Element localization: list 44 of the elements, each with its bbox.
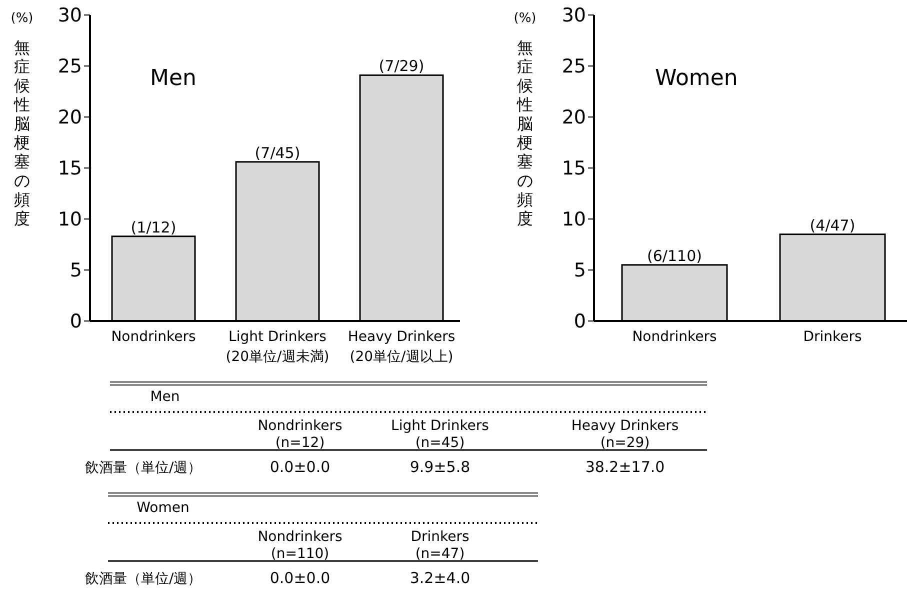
- y-tick-label: 0: [574, 310, 586, 333]
- text: 飲酒量（単位/週）: [85, 460, 202, 476]
- x-tick-label: Heavy Drinkers (20単位/週以上): [348, 329, 456, 365]
- text: 無症候性脳梗塞の頻度: [517, 38, 533, 228]
- y-tick-label: 0: [70, 310, 82, 333]
- x-tick-label: Light Drinkers (20単位/週未満): [226, 329, 330, 365]
- x-tick-label: Nondrinkers: [111, 329, 196, 345]
- text: Drinkers (n=47): [410, 529, 470, 562]
- text: Women: [136, 500, 190, 516]
- text: 0.0±0.0: [270, 458, 330, 476]
- y-tick-label: 20: [58, 106, 82, 129]
- y-tick-label: 5: [574, 260, 586, 282]
- text: Men: [150, 66, 196, 91]
- text: 0.0±0.0: [270, 569, 330, 587]
- text: 無症候性脳梗塞の頻度: [14, 38, 30, 228]
- data-label: (6/110): [647, 246, 702, 265]
- text: (%): [10, 11, 34, 26]
- y-tick-label: 15: [562, 158, 586, 180]
- y-tick-label: 10: [562, 208, 586, 231]
- data-label: (1/12): [130, 218, 176, 236]
- text: Heavy Drinkers (n=29): [571, 418, 679, 451]
- data-label: (7/45): [254, 144, 300, 162]
- text: 3.2±4.0: [410, 569, 470, 587]
- text: 飲酒量（単位/週）: [85, 571, 202, 587]
- text: Nondrinkers (n=12): [258, 418, 342, 451]
- text: (%): [514, 11, 536, 26]
- text: Women: [655, 66, 738, 91]
- text: Light Drinkers (n=45): [391, 418, 489, 451]
- y-tick-label: 25: [562, 56, 586, 78]
- x-tick-label: Drinkers: [803, 329, 862, 345]
- y-tick-label: 10: [58, 208, 82, 231]
- data-label: (4/47): [810, 216, 856, 234]
- text: 9.9±5.8: [410, 458, 470, 476]
- y-tick-label: 20: [562, 106, 586, 129]
- y-tick-label: 30: [58, 4, 82, 27]
- y-tick-label: 5: [70, 260, 82, 282]
- y-tick-label: 25: [58, 56, 82, 78]
- text: Nondrinkers (n=110): [258, 529, 342, 562]
- text: Men: [150, 389, 180, 405]
- text: 38.2±17.0: [585, 458, 665, 476]
- y-tick-label: 15: [58, 158, 82, 180]
- x-tick-label: Nondrinkers: [632, 329, 717, 345]
- data-label: (7/29): [378, 57, 424, 76]
- y-tick-label: 30: [562, 4, 586, 27]
